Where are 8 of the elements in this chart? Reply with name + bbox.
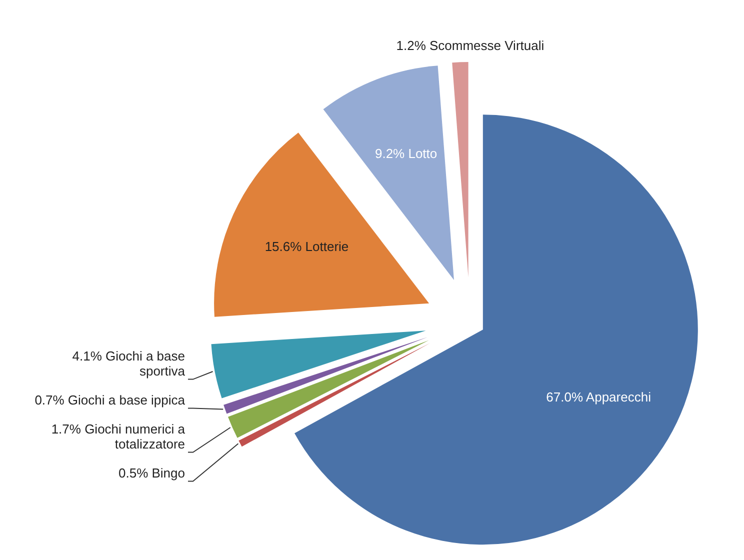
slice-label: 15.6% Lotterie — [264, 239, 349, 254]
slice-label: 67.0% Apparecchi — [546, 389, 652, 404]
slice-label: 0.5% Bingo — [118, 465, 185, 480]
slice-label: 0.7% Giochi a base ippica — [34, 392, 186, 408]
slice-label: 1.7% Giochi numerici a totalizzatore — [51, 421, 186, 452]
slice-label: 1.2% Scommesse Virtuali — [396, 38, 544, 54]
slice-label: 4.1% Giochi a base sportiva — [72, 348, 186, 378]
slice-label: 9.2% Lotto — [374, 146, 438, 161]
